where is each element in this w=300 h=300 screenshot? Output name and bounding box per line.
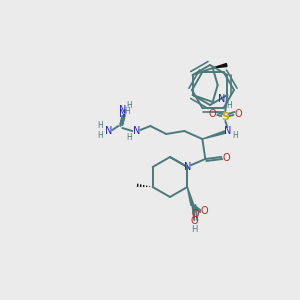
Text: O: O [235, 109, 242, 119]
Text: N: N [184, 162, 191, 172]
Text: H: H [126, 101, 132, 110]
Text: O: O [200, 206, 208, 216]
Text: O: O [190, 216, 198, 226]
Text: H: H [98, 131, 103, 140]
Text: N: N [118, 109, 126, 119]
Polygon shape [213, 64, 227, 68]
Polygon shape [202, 131, 226, 139]
Text: O: O [223, 153, 230, 163]
Text: N: N [105, 126, 112, 136]
Text: H: H [226, 100, 232, 109]
Text: H: H [232, 131, 238, 140]
Text: N: N [218, 94, 225, 104]
Polygon shape [187, 187, 194, 206]
Text: N: N [118, 105, 126, 115]
Text: H: H [126, 134, 132, 142]
Text: H: H [98, 121, 103, 130]
Text: H: H [191, 226, 197, 235]
Text: H: H [124, 106, 130, 116]
Text: N: N [224, 126, 231, 136]
Text: S: S [221, 112, 229, 122]
Text: O: O [208, 109, 216, 119]
Text: O: O [191, 209, 199, 219]
Text: N: N [133, 126, 140, 136]
